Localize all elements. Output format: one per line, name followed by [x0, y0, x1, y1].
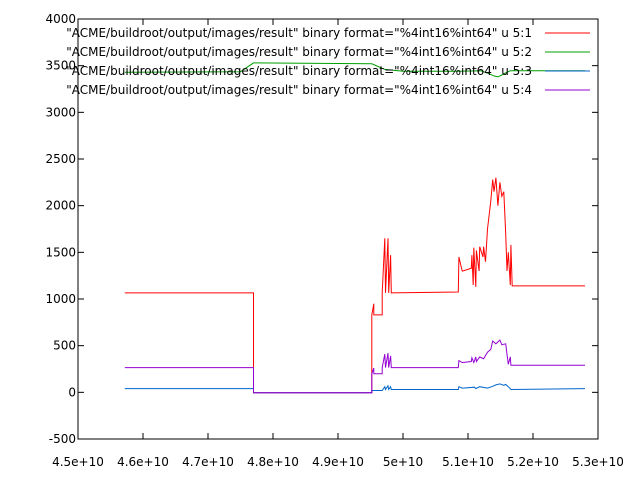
y-tick-label: 1000: [45, 292, 76, 306]
x-tick-label: 4.6e+10: [117, 455, 169, 469]
y-tick-label: 3000: [45, 105, 76, 119]
series-line-1: [124, 177, 585, 394]
series-line-4: [124, 339, 585, 394]
x-tick-label: 4.8e+10: [247, 455, 299, 469]
series-layer: [124, 62, 586, 394]
y-tick-label: 2000: [45, 199, 76, 213]
y-tick-label: 500: [53, 339, 76, 353]
y-tick-label: 3500: [45, 59, 76, 73]
x-tick-label: 4.7e+10: [182, 455, 234, 469]
y-tick-label: 0: [68, 385, 76, 399]
legend-label-2: "ACME/buildroot/output/images/result" bi…: [66, 45, 532, 59]
y-tick-label: -500: [49, 432, 76, 446]
x-tick-label: 5.3e+10: [572, 455, 624, 469]
axis-ticks: 4.5e+10 4.6e+10 4.7e+10 4.8e+10 4.9e+10 5e+10…: [45, 12, 623, 469]
x-tick-label: 5e+10: [383, 455, 423, 469]
series-line-2: [124, 62, 585, 78]
legend-label-1: "ACME/buildroot/output/images/result" bi…: [66, 26, 532, 40]
y-tick-label: 4000: [45, 12, 76, 26]
y-tick-label: 1500: [45, 245, 76, 259]
x-tick-label: 5.1e+10: [442, 455, 494, 469]
series-line-3: [124, 383, 586, 394]
legend-label-4: "ACME/buildroot/output/images/result" bi…: [66, 83, 532, 97]
plot-border: [77, 18, 599, 440]
x-tick-label: 4.5e+10: [52, 455, 104, 469]
legend-label-3: "ACME/buildroot/output/images/result" bi…: [66, 64, 532, 78]
x-tick-label: 4.9e+10: [312, 455, 364, 469]
y-tick-label: 2500: [45, 152, 76, 166]
x-tick-label: 5.2e+10: [507, 455, 559, 469]
legend: "ACME/buildroot/output/images/result" bi…: [66, 26, 590, 97]
